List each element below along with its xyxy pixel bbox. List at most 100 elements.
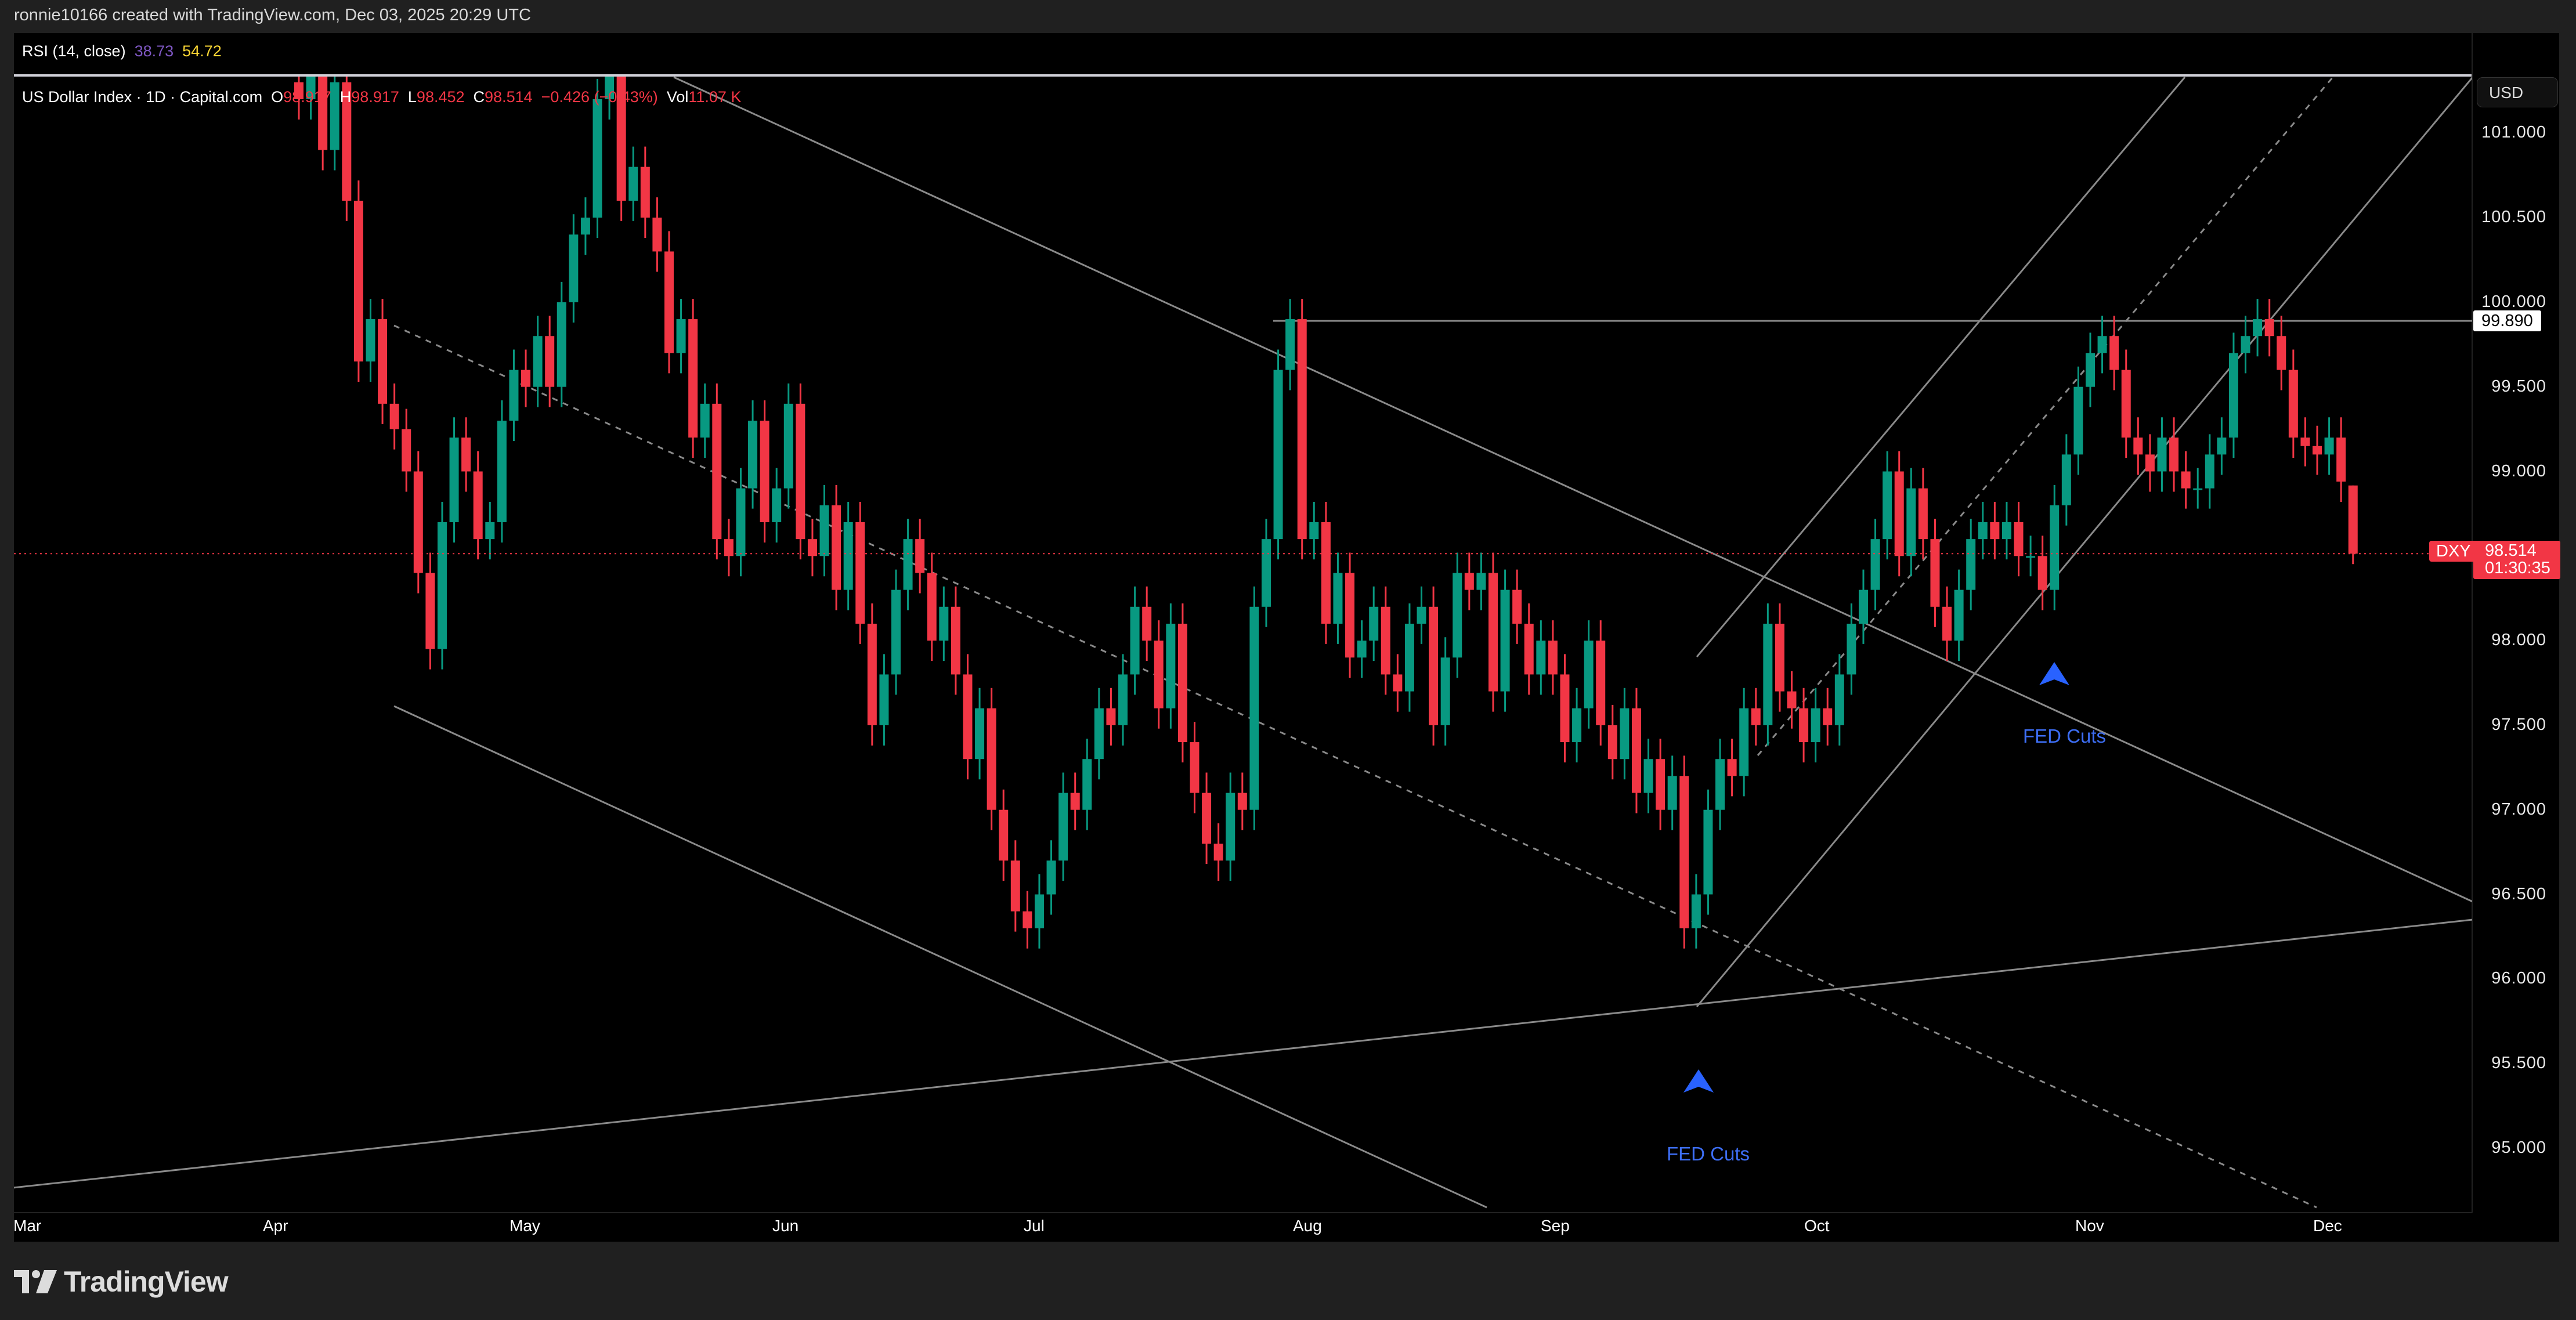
- candle: [2217, 417, 2227, 475]
- price-tick-label: 100.000: [2481, 292, 2546, 311]
- candle-body: [509, 370, 519, 421]
- candle: [592, 78, 602, 238]
- candle-body: [1656, 759, 1665, 810]
- candle-body: [783, 403, 793, 489]
- candle-body: [2217, 437, 2227, 455]
- candle: [760, 400, 769, 543]
- candle-body: [2037, 556, 2047, 590]
- candle-body: [1309, 522, 1319, 540]
- tradingview-logo[interactable]: TradingView: [14, 1265, 229, 1299]
- candle: [1190, 722, 1200, 813]
- candle: [318, 77, 328, 171]
- descending-channel-midline[interactable]: [393, 324, 2317, 1209]
- candle-body: [1034, 894, 1044, 928]
- candle-body: [2157, 437, 2167, 472]
- candle: [1536, 620, 1546, 695]
- candle: [1631, 688, 1641, 813]
- candle: [903, 519, 913, 610]
- candle: [1954, 569, 1964, 661]
- candle-body: [318, 77, 328, 150]
- candle: [1249, 586, 1259, 830]
- symbol-legend[interactable]: US Dollar Index · 1D · Capital.com O98.9…: [22, 88, 741, 106]
- candle-body: [1847, 623, 1856, 675]
- candle: [402, 408, 411, 492]
- candle-body: [1404, 623, 1414, 692]
- candle: [1453, 552, 1462, 678]
- candle-body: [855, 522, 865, 624]
- candle: [2133, 417, 2143, 475]
- rising-channel-upper[interactable]: [1696, 77, 2186, 657]
- low-value: 98.452: [416, 88, 465, 106]
- candle: [1082, 739, 1092, 830]
- candle: [807, 519, 817, 577]
- candle: [676, 299, 686, 374]
- candle-body: [2014, 522, 2024, 556]
- price-tick-label: 96.000: [2491, 969, 2546, 988]
- rising-channel-midline[interactable]: [1757, 77, 2334, 756]
- rising-channel-lower[interactable]: [1696, 77, 2473, 1007]
- candle-body: [1715, 759, 1725, 810]
- candle: [1345, 552, 1355, 678]
- candle-body: [1488, 573, 1498, 692]
- candle-body: [712, 403, 722, 540]
- currency-button[interactable]: USD: [2477, 77, 2558, 107]
- descending-trendline-upper[interactable]: [673, 77, 2473, 903]
- candle: [1858, 569, 1868, 644]
- candle: [1142, 586, 1152, 661]
- candle: [748, 400, 758, 509]
- fed-cuts-label-2[interactable]: FED Cuts: [2023, 725, 2107, 747]
- candle: [1560, 654, 1570, 763]
- descending-channel-lower[interactable]: [393, 705, 1487, 1209]
- candle-body: [1345, 573, 1355, 658]
- candle: [1978, 501, 1988, 560]
- candle: [1703, 789, 1713, 915]
- candle: [437, 501, 447, 670]
- candle-body: [2336, 437, 2346, 482]
- open-value: 98.917: [283, 88, 331, 106]
- candle-body: [1763, 623, 1773, 725]
- candle: [1524, 603, 1534, 695]
- candle-body: [2073, 386, 2083, 455]
- candle: [616, 77, 626, 221]
- candle-body: [1823, 708, 1833, 725]
- candle: [939, 586, 949, 661]
- candle-body: [378, 319, 388, 404]
- candle: [951, 586, 960, 695]
- candle-body: [485, 522, 495, 540]
- candle-body: [1966, 539, 1976, 590]
- candle-body: [1691, 894, 1701, 928]
- candle-body: [2277, 336, 2286, 370]
- close-value: 98.514: [485, 88, 533, 106]
- candle: [1620, 688, 1630, 780]
- candle-body: [1667, 776, 1677, 810]
- candle-body: [389, 403, 399, 429]
- candle-body: [402, 429, 411, 472]
- candle: [2061, 434, 2071, 526]
- fed-cuts-label-1[interactable]: FED Cuts: [1667, 1143, 1750, 1165]
- candle-body: [1429, 606, 1439, 725]
- candle-body: [1596, 641, 1606, 725]
- candle: [1584, 620, 1594, 729]
- candle: [1321, 501, 1331, 644]
- price-tick-label: 95.000: [2491, 1138, 2546, 1157]
- candle-body: [413, 471, 423, 573]
- candle: [413, 451, 423, 594]
- candle: [1440, 637, 1450, 746]
- candle-body: [330, 82, 339, 150]
- high-label: H: [339, 88, 352, 106]
- level-price-label: 99.890: [2473, 310, 2541, 331]
- candle: [1906, 468, 1916, 577]
- candle: [389, 383, 399, 450]
- rsi-legend[interactable]: RSI (14, close) 38.73 54.72: [22, 42, 222, 60]
- candle-body: [1154, 641, 1164, 708]
- candle-body: [2097, 336, 2107, 353]
- candle: [652, 197, 662, 272]
- candle: [2157, 417, 2167, 492]
- candle: [378, 299, 388, 424]
- rising-support-line[interactable]: [13, 918, 2473, 1189]
- candle-body: [1536, 641, 1546, 675]
- candle-body: [1357, 641, 1367, 658]
- candle-body: [1799, 708, 1809, 743]
- candle: [2300, 417, 2310, 466]
